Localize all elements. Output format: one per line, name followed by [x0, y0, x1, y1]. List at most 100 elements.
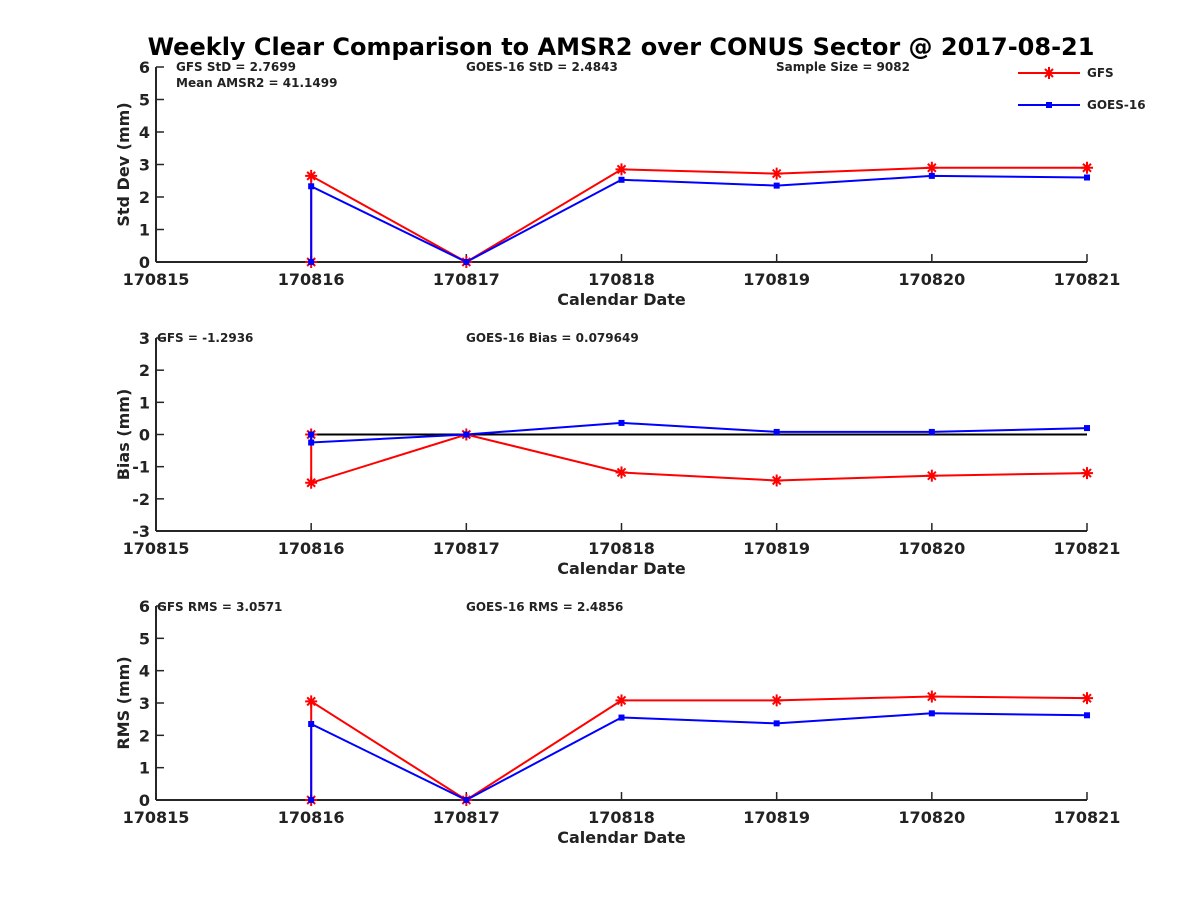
data-point-star: [305, 169, 318, 182]
data-point-square: [928, 172, 935, 179]
y-axis-label: Bias (mm): [114, 389, 133, 481]
legend-gfs-label: GFS: [1087, 66, 1114, 80]
data-point-star: [615, 163, 628, 176]
chart-title: Weekly Clear Comparison to AMSR2 over CO…: [148, 33, 1095, 61]
series-line: [310, 695, 1088, 802]
y-tick-label: 0: [139, 426, 150, 445]
data-point-star: [770, 694, 783, 707]
x-tick-label: 170821: [1054, 808, 1121, 827]
data-point-star: [1081, 467, 1093, 480]
x-tick-label: 170818: [588, 808, 655, 827]
legend-goes-label: GOES-16: [1087, 98, 1146, 112]
data-point-square: [773, 428, 780, 435]
annotation-sample-size: Sample Size = 9082: [776, 60, 910, 74]
panel-1: 0 1 2 3 4 5 6 170815 170816 170817 170818 170819 170…: [114, 58, 1120, 309]
x-tick-label: 170816: [278, 270, 345, 289]
data-point-square: [1084, 174, 1090, 181]
series-gfs: [305, 161, 1093, 268]
data-point-star: [1081, 692, 1093, 705]
y-tick-label: -3: [132, 522, 150, 541]
x-axis-label: Calendar Date: [557, 290, 686, 309]
y-tick-label: 3: [139, 156, 150, 175]
data-point-star: [1081, 161, 1093, 174]
y-axis-label: RMS (mm): [114, 656, 133, 749]
data-point-square: [308, 721, 315, 728]
y-tick-label: 0: [139, 791, 150, 810]
legend: GFS GOES-16: [1018, 66, 1146, 112]
y-tick-label: 0: [139, 253, 150, 272]
data-point-star: [770, 167, 783, 180]
y-axis-label: Std Dev (mm): [114, 102, 133, 226]
series-goes-16: [308, 172, 1090, 265]
data-point-square: [463, 431, 470, 438]
series-gfs: [305, 690, 1093, 806]
y-tick-label: 3: [139, 329, 150, 348]
data-point-square: [308, 431, 315, 438]
legend-gfs-marker: [1043, 67, 1055, 79]
x-tick-label: 170821: [1054, 270, 1121, 289]
x-tick-label: 170817: [433, 808, 500, 827]
data-point-square: [773, 720, 780, 727]
data-point-square: [1084, 712, 1090, 719]
y-tick-label: 5: [139, 629, 150, 648]
x-tick-label: 170820: [898, 270, 965, 289]
series-goes-16: [308, 710, 1090, 803]
panel-3: 0 1 2 3 4 5 6 170815 170816 170817 170818 170819 170…: [114, 597, 1120, 847]
y-tick-label: 1: [139, 393, 150, 412]
data-point-star: [305, 695, 318, 708]
data-point-star: [770, 474, 783, 487]
x-tick-label: 170816: [278, 808, 345, 827]
y-tick-label: 2: [139, 361, 150, 380]
y-tick-label: 4: [139, 123, 150, 142]
data-point-star: [925, 690, 938, 703]
annotation-gfs-rms: GFS RMS = 3.0571: [157, 600, 282, 614]
y-tick-label: 2: [139, 188, 150, 207]
annotation-goes-bias: GOES-16 Bias = 0.079649: [466, 331, 639, 345]
y-tick-label: 1: [139, 759, 150, 778]
series-goes-16: [308, 419, 1090, 446]
y-tick-label: -2: [132, 490, 150, 509]
x-tick-label: 170816: [278, 539, 345, 558]
data-point-square: [618, 714, 625, 721]
data-point-square: [928, 428, 935, 435]
y-tick-label: -1: [132, 458, 150, 477]
x-tick-label: 170819: [743, 808, 810, 827]
legend-goes-marker: [1046, 102, 1052, 108]
data-point-star: [925, 469, 938, 482]
x-tick-label: 170820: [898, 808, 965, 827]
x-tick-label: 170815: [123, 808, 190, 827]
x-tick-label: 170819: [743, 539, 810, 558]
x-tick-label: 170815: [123, 539, 190, 558]
series-line: [310, 712, 1088, 802]
y-tick-label: 3: [139, 694, 150, 713]
data-point-square: [308, 797, 315, 803]
x-axis-label: Calendar Date: [557, 559, 686, 578]
x-axis-label: Calendar Date: [557, 828, 686, 847]
y-tick-label: 2: [139, 726, 150, 745]
annotation-goes-std: GOES-16 StD = 2.4843: [466, 60, 618, 74]
data-point-square: [928, 710, 935, 717]
series-line: [310, 174, 1088, 264]
data-point-star: [615, 466, 628, 479]
data-point-square: [1084, 425, 1090, 432]
x-tick-label: 170817: [433, 270, 500, 289]
x-tick-label: 170818: [588, 539, 655, 558]
y-tick-label: 4: [139, 662, 150, 681]
x-tick-label: 170818: [588, 270, 655, 289]
x-tick-label: 170815: [123, 270, 190, 289]
x-tick-label: 170819: [743, 270, 810, 289]
data-point-square: [463, 259, 470, 265]
annotation-mean-amsr2: Mean AMSR2 = 41.1499: [176, 76, 337, 90]
data-point-square: [308, 259, 315, 265]
data-point-square: [618, 176, 625, 183]
data-point-square: [773, 182, 780, 189]
y-tick-label: 1: [139, 221, 150, 240]
data-point-star: [305, 476, 318, 489]
data-point-square: [463, 797, 470, 803]
y-tick-label: 6: [139, 58, 150, 77]
annotation-goes-rms: GOES-16 RMS = 2.4856: [466, 600, 623, 614]
data-point-square: [308, 183, 315, 190]
x-tick-label: 170820: [898, 539, 965, 558]
y-tick-label: 5: [139, 91, 150, 110]
